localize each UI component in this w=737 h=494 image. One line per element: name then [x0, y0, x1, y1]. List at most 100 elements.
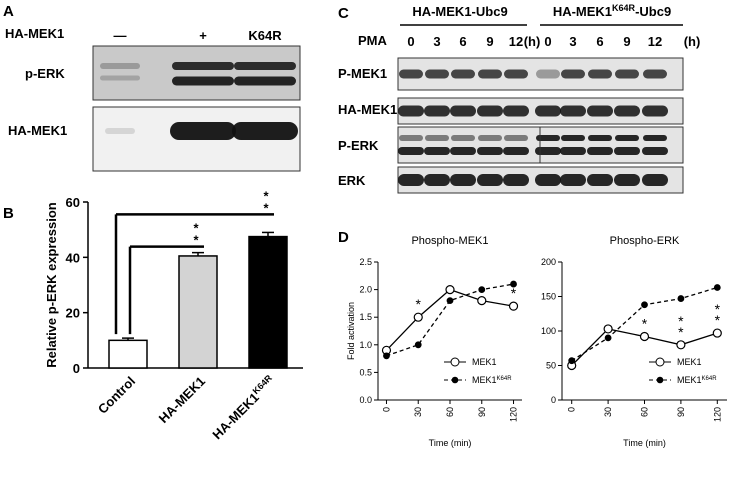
blot-band — [560, 174, 586, 186]
blot-band — [643, 69, 667, 79]
blot-band — [587, 105, 613, 117]
blot-band — [615, 69, 639, 79]
y-tick-label: 0 — [551, 395, 556, 405]
time-label: 3 — [569, 34, 576, 49]
blot-band — [642, 147, 668, 155]
blot-band — [587, 147, 613, 155]
blot-band — [424, 105, 450, 117]
legend-marker — [655, 357, 665, 367]
blot-band — [398, 105, 424, 117]
treatment-label: PMA — [358, 33, 388, 48]
significance-star: * — [678, 324, 684, 340]
x-tick-label-base: Control — [95, 374, 138, 417]
blot-band — [172, 76, 234, 86]
group-header-post: -Ubc9 — [635, 4, 671, 19]
y-tick-label: 0.5 — [359, 367, 372, 377]
data-point — [510, 280, 517, 288]
error-bar — [122, 337, 134, 341]
time-label: 6 — [596, 34, 603, 49]
x-tick-label-sup: K64R — [251, 372, 275, 396]
blot-label: P-ERK — [338, 138, 379, 153]
time-label: 12 — [648, 34, 662, 49]
x-tick-label: 60 — [445, 407, 455, 417]
blot-band — [503, 174, 529, 186]
blot-band — [477, 174, 503, 186]
blot-band — [424, 174, 450, 186]
data-point — [712, 328, 722, 338]
blot-band — [477, 147, 503, 155]
x-tick-label: 90 — [477, 407, 487, 417]
group-header-sup: K64R — [612, 3, 636, 13]
group-header-base: HA-MEK1-Ubc9 — [412, 4, 507, 19]
y-tick-label: 2.0 — [359, 285, 372, 295]
x-tick-label-base: HA-MEK1 — [156, 374, 208, 426]
lane-label: + — [199, 28, 207, 43]
bar — [108, 339, 148, 369]
y-tick-label: 50 — [546, 361, 556, 371]
x-tick-label: 120 — [509, 407, 519, 422]
legend-label-base: MEK1 — [472, 375, 497, 385]
blot-band — [170, 122, 236, 140]
data-point — [639, 331, 650, 342]
legend-label-base: MEK1 — [677, 357, 702, 367]
blot-label: HA-MEK1 — [8, 123, 67, 138]
data-point — [568, 357, 576, 365]
y-tick-label: 40 — [66, 250, 80, 265]
time-label: 3 — [433, 34, 440, 49]
data-point — [676, 340, 686, 350]
blot-label: HA-MEK1 — [338, 102, 397, 117]
blot-band — [100, 63, 140, 69]
lane-label: K64R — [248, 28, 282, 43]
significance-star: * — [511, 285, 517, 301]
blot-band — [172, 62, 234, 70]
legend-label-sup: K64R — [702, 376, 718, 382]
blot-band — [424, 147, 450, 155]
data-point — [477, 296, 487, 306]
significance-star: * — [715, 301, 721, 317]
data-point — [508, 301, 519, 311]
panel-label: D — [338, 229, 349, 246]
blot-band — [477, 105, 503, 117]
y-tick-label: 20 — [66, 306, 80, 321]
blot-band — [503, 147, 529, 155]
time-label: 12 — [509, 34, 523, 49]
blot-band — [614, 174, 640, 186]
panel-label: B — [3, 205, 14, 222]
significance-star: * — [193, 221, 199, 236]
data-point — [604, 334, 612, 342]
blot-band — [450, 105, 476, 117]
panel-label: C — [338, 5, 349, 22]
data-point — [413, 312, 423, 322]
significance-star: * — [416, 296, 422, 312]
x-tick-label: 30 — [413, 407, 423, 417]
x-tick-label: 0 — [381, 407, 391, 412]
x-tick-label: 60 — [640, 407, 650, 417]
blot-band — [560, 147, 586, 155]
data-point — [445, 285, 455, 295]
x-tick-label-base: HA-MEK1 — [209, 390, 261, 442]
blot-band — [588, 135, 612, 141]
series-line — [386, 283, 514, 357]
blot-band — [614, 147, 640, 155]
error-bar — [262, 231, 274, 237]
legend-marker — [656, 376, 664, 384]
time-label: 0 — [407, 34, 414, 49]
legend-label: MEK1K64R — [677, 375, 717, 385]
blot-band — [234, 62, 296, 70]
blot-band — [535, 174, 561, 186]
blot-band — [450, 147, 476, 155]
error-bar — [192, 251, 204, 256]
legend-label: MEK1K64R — [472, 375, 512, 385]
data-point — [713, 284, 721, 291]
group-header-base: HA-MEK1 — [553, 4, 612, 19]
lane-label: — — [114, 28, 127, 43]
blot-band — [561, 69, 585, 79]
y-axis-label: Relative p-ERK expression — [44, 202, 59, 368]
bar — [178, 255, 218, 369]
significance-star: * — [678, 313, 684, 329]
blot-band — [451, 69, 475, 79]
blot-band — [535, 105, 561, 117]
x-axis-label: Time (min) — [623, 438, 666, 448]
y-tick-label: 0.0 — [359, 395, 372, 405]
legend-label-sup: K64R — [497, 376, 513, 382]
